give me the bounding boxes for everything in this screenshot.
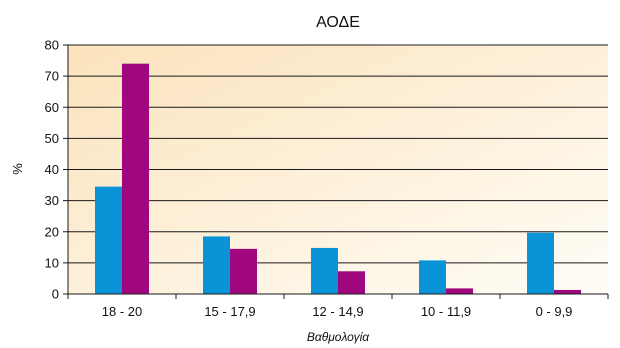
y-tick-label: 10 (45, 255, 59, 270)
bar (311, 247, 338, 294)
x-tick-label: 10 - 11,9 (421, 304, 471, 319)
y-tick-label: 0 (52, 287, 59, 302)
bar (554, 289, 581, 294)
bar (230, 248, 257, 294)
gridlines (68, 44, 608, 264)
bar (122, 63, 149, 294)
axes (63, 44, 609, 299)
y-axis-title: % (10, 163, 25, 175)
x-tick-label: 12 - 14,9 (312, 304, 363, 319)
y-tick-label: 30 (45, 193, 59, 208)
x-tick-label: 15 - 17,9 (204, 304, 255, 319)
bar (419, 260, 446, 294)
x-tick-label: 0 - 9,9 (536, 304, 573, 319)
y-tick-label: 50 (45, 131, 59, 146)
y-tick-label: 70 (45, 69, 59, 84)
x-axis-title: Βαθμολογία (307, 330, 370, 344)
bar (95, 186, 122, 294)
tick-labels: 0 10 20 30 40 50 60 70 80 18 - 20 15 - 17,9 12 - 14… (45, 38, 573, 320)
bars (95, 63, 581, 294)
y-tick-label: 40 (45, 162, 59, 177)
chart-title: ΑΟΔΕ (316, 14, 360, 31)
bar (338, 271, 365, 294)
bar (527, 232, 554, 294)
y-tick-label: 60 (45, 100, 59, 115)
bar (446, 288, 473, 294)
y-tick-label: 80 (45, 38, 59, 53)
y-tick-label: 20 (45, 224, 59, 239)
x-tick-label: 18 - 20 (102, 304, 142, 319)
bar (203, 236, 230, 294)
